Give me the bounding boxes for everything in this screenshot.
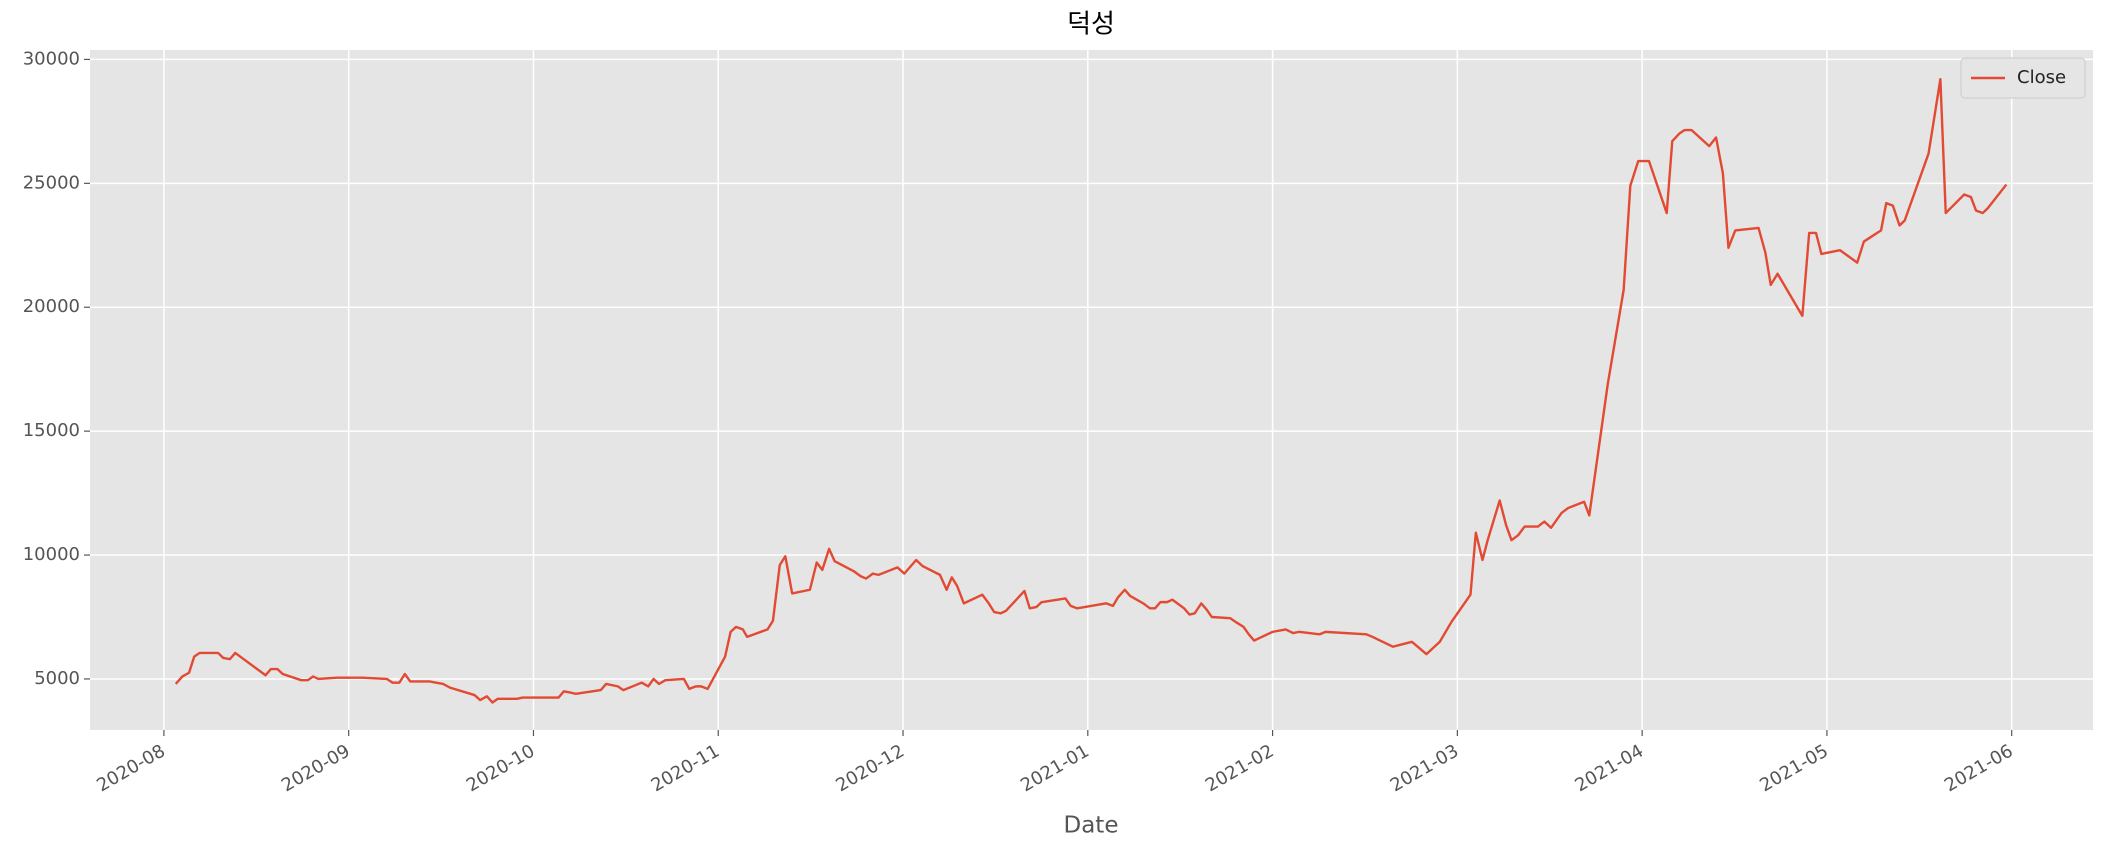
y-tick-label: 10000	[23, 544, 80, 565]
chart-title: 덕성	[1067, 10, 1115, 40]
plot-area	[90, 50, 2093, 730]
y-tick-label: 5000	[34, 668, 80, 689]
x-tick-label: 2021-06	[1941, 740, 2017, 796]
x-tick-label: 2021-04	[1571, 740, 1647, 796]
x-tick-label: 2020-09	[278, 740, 354, 796]
x-tick-label: 2021-05	[1756, 740, 1832, 796]
x-tick-label: 2020-10	[463, 740, 539, 796]
y-tick-label: 25000	[23, 172, 80, 193]
x-axis-label: Date	[1064, 813, 1119, 839]
line-series	[174, 78, 2008, 704]
y-tick-label: 20000	[23, 296, 80, 317]
x-tick-label: 2021-02	[1202, 740, 1278, 796]
x-tick-label: 2020-11	[648, 740, 724, 796]
legend-box	[1960, 57, 2086, 99]
x-tick-label: 2020-08	[93, 740, 169, 796]
x-tick-label: 2021-03	[1387, 740, 1463, 796]
y-tick-label: 30000	[23, 48, 80, 69]
x-tick-label: 2020-12	[832, 740, 908, 796]
x-tick-label: 2021-01	[1017, 740, 1093, 796]
legend-label: Close	[2017, 67, 2066, 88]
y-tick-label: 15000	[23, 420, 80, 441]
